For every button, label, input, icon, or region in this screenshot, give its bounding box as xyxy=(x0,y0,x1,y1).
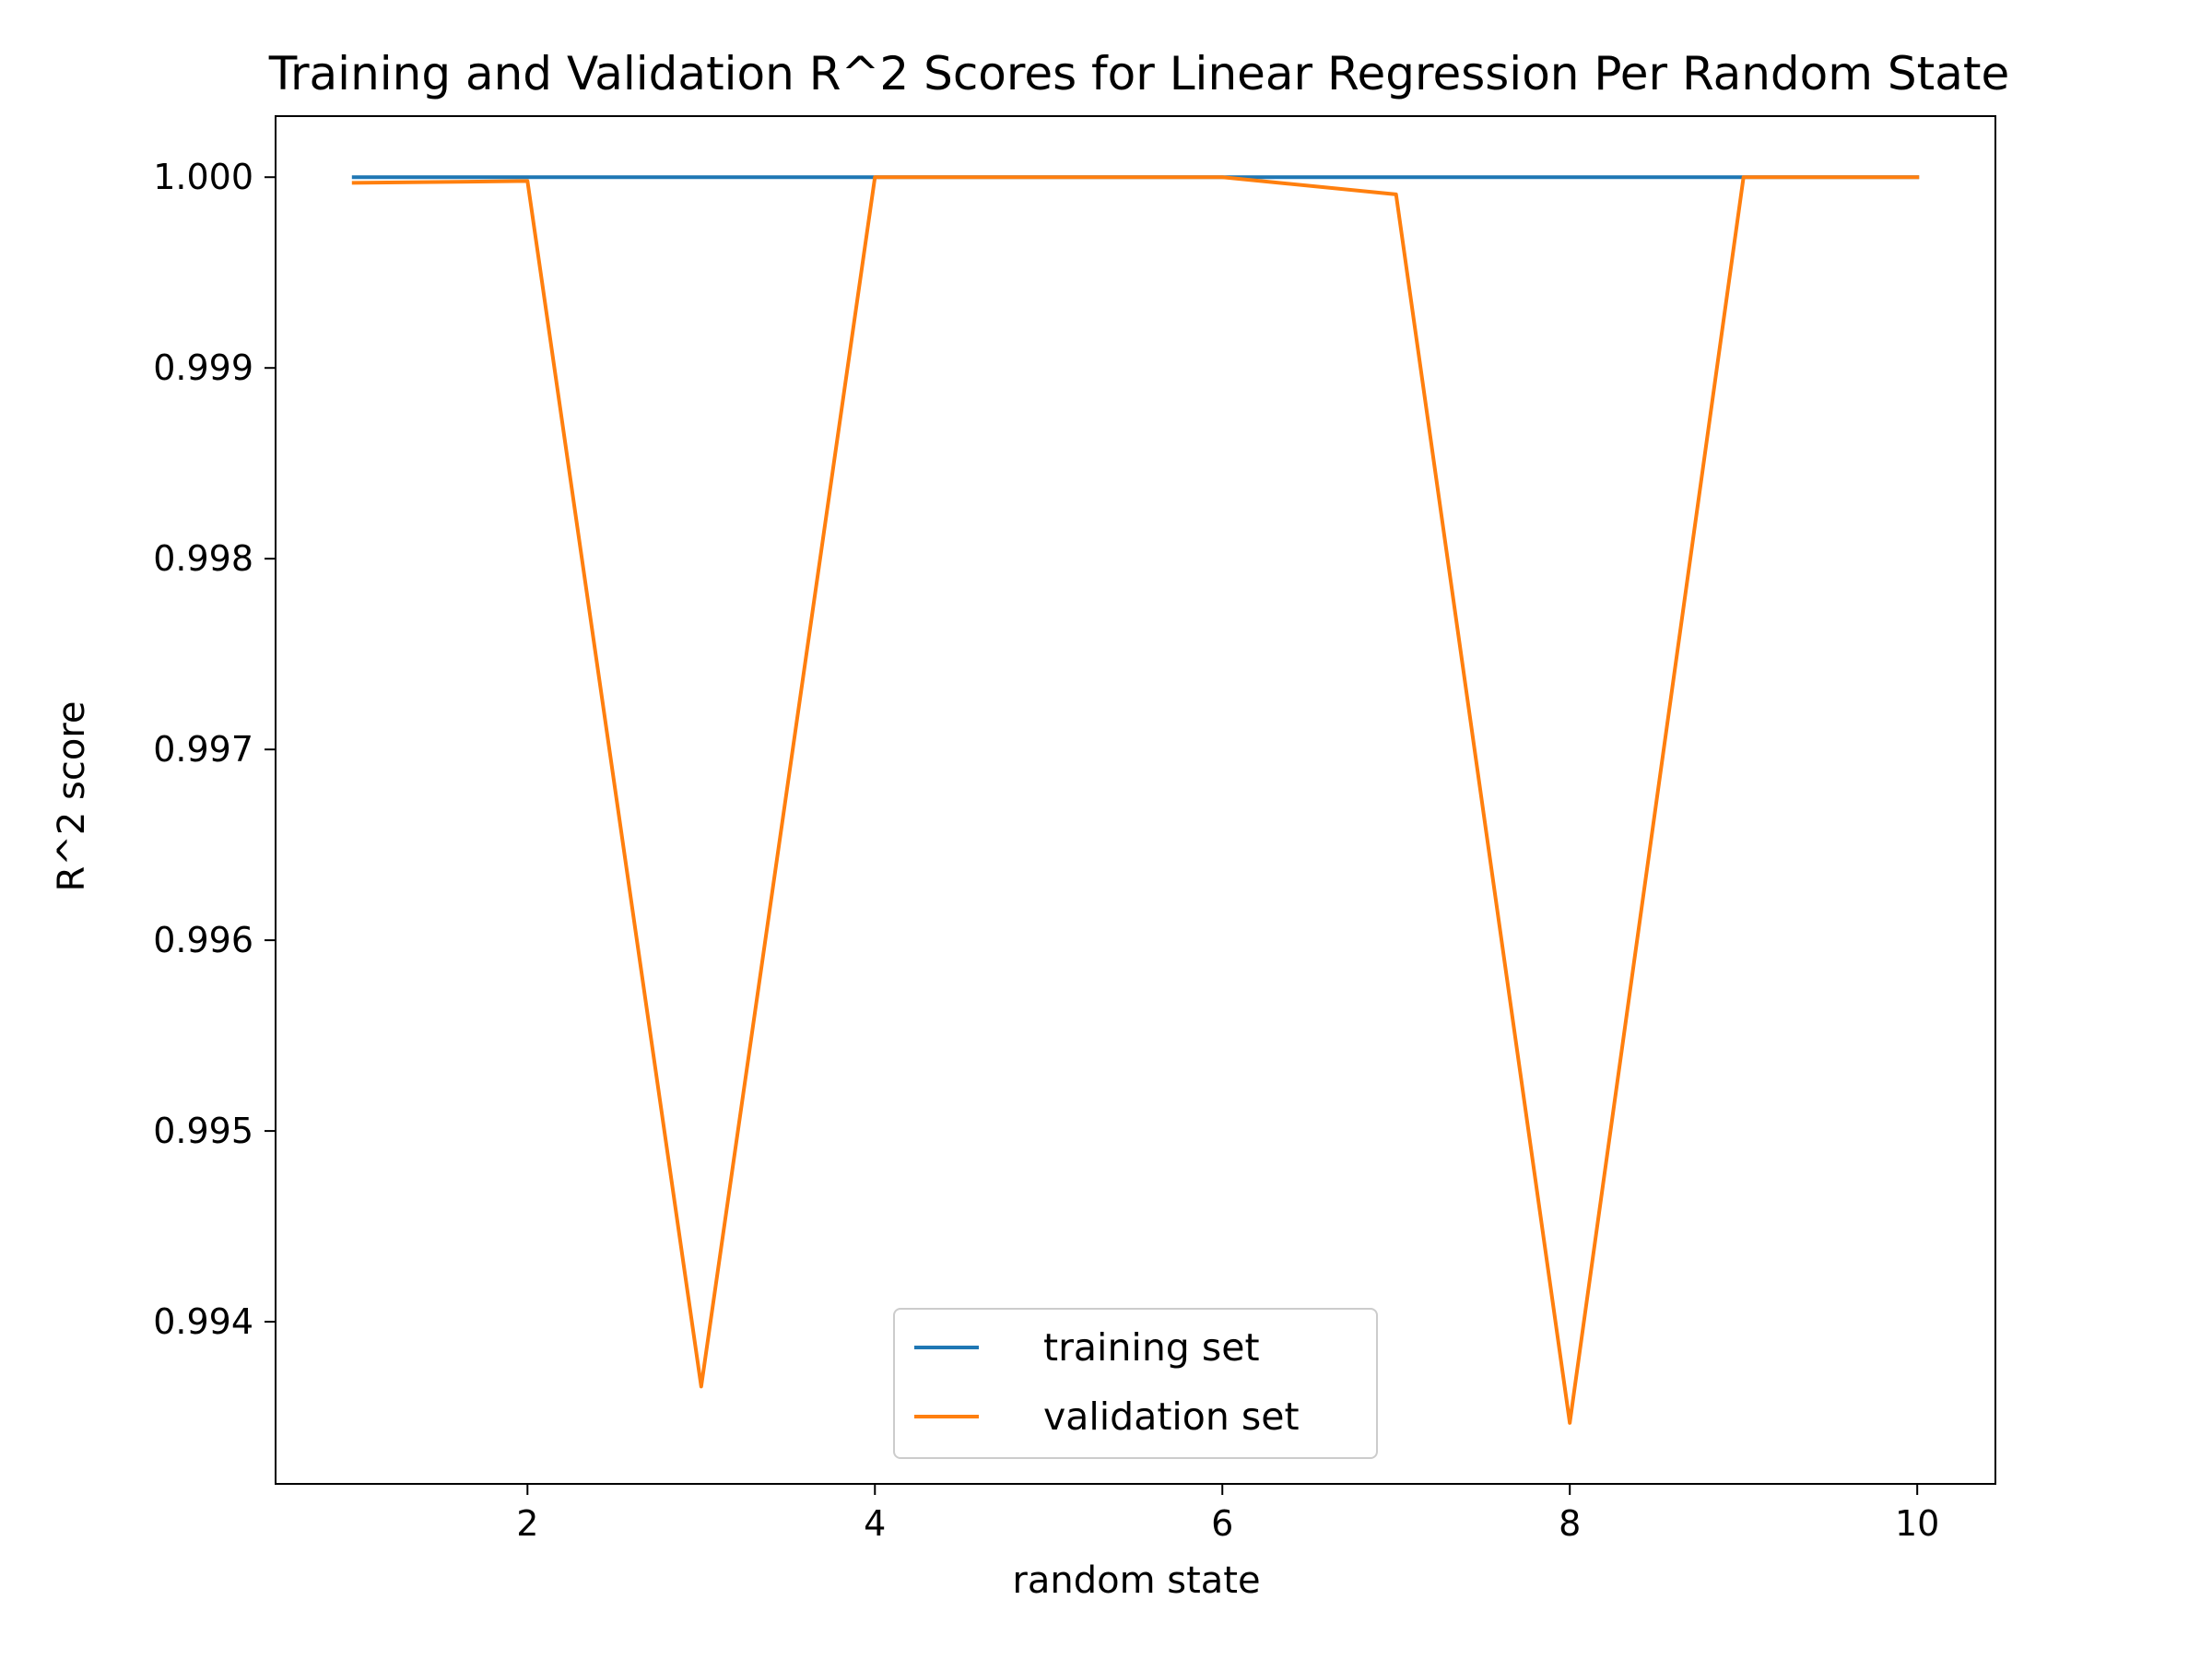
y-axis: 0.994 0.995 0.996 0.997 0.998 0.999 1.000 xyxy=(153,157,276,1342)
y-axis-label: R^2 score xyxy=(51,701,93,892)
x-tick-label: 8 xyxy=(1559,1503,1581,1544)
series-line-validation-set xyxy=(351,175,1920,1425)
y-tick-label: 0.994 xyxy=(153,1301,253,1342)
series-layer xyxy=(351,175,1920,1425)
y-tick-label: 0.998 xyxy=(153,538,253,579)
plot-frame xyxy=(275,115,1996,1485)
y-tick-label: 0.996 xyxy=(153,920,253,960)
legend-label: training set xyxy=(1043,1325,1260,1370)
y-tick-label: 0.997 xyxy=(153,729,253,770)
y-tick-label: 0.999 xyxy=(153,347,253,388)
y-tick-label: 0.995 xyxy=(153,1111,253,1151)
x-tick-label: 6 xyxy=(1211,1503,1233,1544)
x-axis: 2 4 6 8 10 xyxy=(516,1484,1939,1544)
x-tick-label: 10 xyxy=(1895,1503,1939,1544)
legend-box xyxy=(893,1308,1378,1459)
chart-title: Training and Validation R^2 Scores for L… xyxy=(268,47,2009,100)
x-axis-label: random state xyxy=(1012,1559,1260,1602)
legend-label: validation set xyxy=(1043,1394,1300,1439)
x-tick-label: 2 xyxy=(516,1503,538,1544)
x-tick-label: 4 xyxy=(864,1503,886,1544)
y-tick-label: 1.000 xyxy=(153,157,253,197)
legend: training set validation set xyxy=(893,1308,1378,1459)
